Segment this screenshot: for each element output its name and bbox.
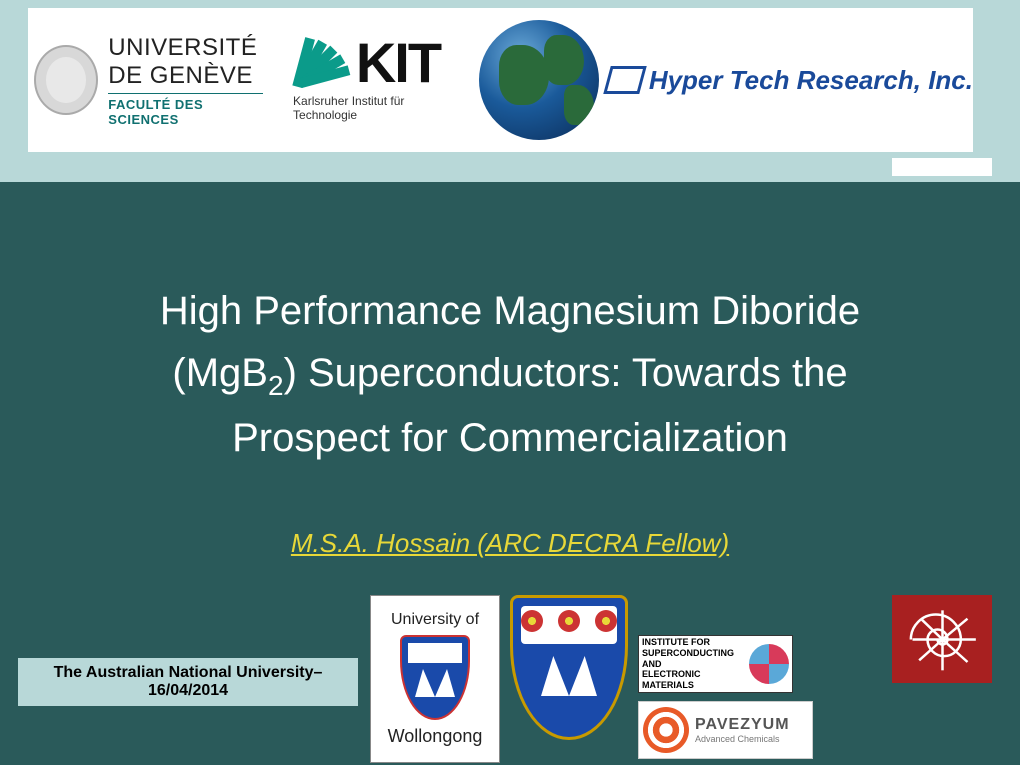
pavezyum-tag: Advanced Chemicals [695, 734, 790, 744]
logo-kit: KIT Karlsruher Institut für Technologie [293, 38, 449, 122]
white-strip [892, 158, 992, 176]
uow-bottom: Wollongong [388, 726, 483, 747]
hypertech-name: Hyper Tech Research, Inc. [649, 65, 973, 96]
footer-venue: The Australian National University– [22, 664, 354, 682]
footer-date: 16/04/2014 [22, 682, 354, 700]
isem-icon [749, 644, 789, 684]
isem-line1: INSTITUTE FOR [642, 637, 745, 648]
logo-shield-crest [510, 595, 628, 740]
logo-isem: INSTITUTE FOR SUPERCONDUCTING AND ELECTR… [638, 635, 793, 693]
pavezyum-name: PAVEZYUM [695, 716, 790, 734]
kit-subtitle: Karlsruher Institut für Technologie [293, 94, 449, 122]
nautilus-icon [900, 602, 985, 677]
logo-universite-geneve: UNIVERSITÉ DE GENÈVE FACULTÉ DES SCIENCE… [34, 34, 263, 127]
pavezyum-swirl-icon [643, 707, 689, 753]
top-logo-bar: UNIVERSITÉ DE GENÈVE FACULTÉ DES SCIENCE… [28, 8, 973, 152]
logo-pavezyum: PAVEZYUM Advanced Chemicals [638, 701, 813, 759]
globe-icon [479, 20, 599, 140]
uow-shield-icon [400, 635, 470, 720]
geneve-text: UNIVERSITÉ DE GENÈVE FACULTÉ DES SCIENCE… [108, 34, 263, 127]
geneve-faculty: FACULTÉ DES SCIENCES [108, 93, 263, 127]
bottom-logo-row: University of Wollongong INSTITUTE FOR S… [370, 595, 813, 763]
geneve-seal-icon [34, 45, 98, 115]
isem-line2: SUPERCONDUCTING AND [642, 648, 745, 670]
author-line: M.S.A. Hossain (ARC DECRA Fellow) [0, 528, 1020, 559]
title-line3: Prospect for Commercialization [40, 407, 980, 469]
logo-nautilus [892, 595, 992, 683]
footer-venue-date: The Australian National University– 16/0… [18, 658, 358, 706]
kit-fan-icon [302, 38, 352, 88]
uow-top: University of [391, 611, 479, 629]
geneve-line2: DE GENÈVE [108, 62, 263, 90]
presentation-title: High Performance Magnesium Diboride (MgB… [40, 280, 980, 469]
isem-line3: ELECTRONIC MATERIALS [642, 669, 745, 691]
kit-name: KIT [356, 38, 440, 88]
geneve-line1: UNIVERSITÉ [108, 34, 263, 62]
logo-uow: University of Wollongong [370, 595, 500, 763]
title-line1: High Performance Magnesium Diboride [40, 280, 980, 342]
hypertech-mark-icon [607, 66, 643, 94]
logo-hypertech: Hyper Tech Research, Inc. [479, 20, 973, 140]
title-line2: (MgB2) Superconductors: Towards the [40, 342, 980, 407]
